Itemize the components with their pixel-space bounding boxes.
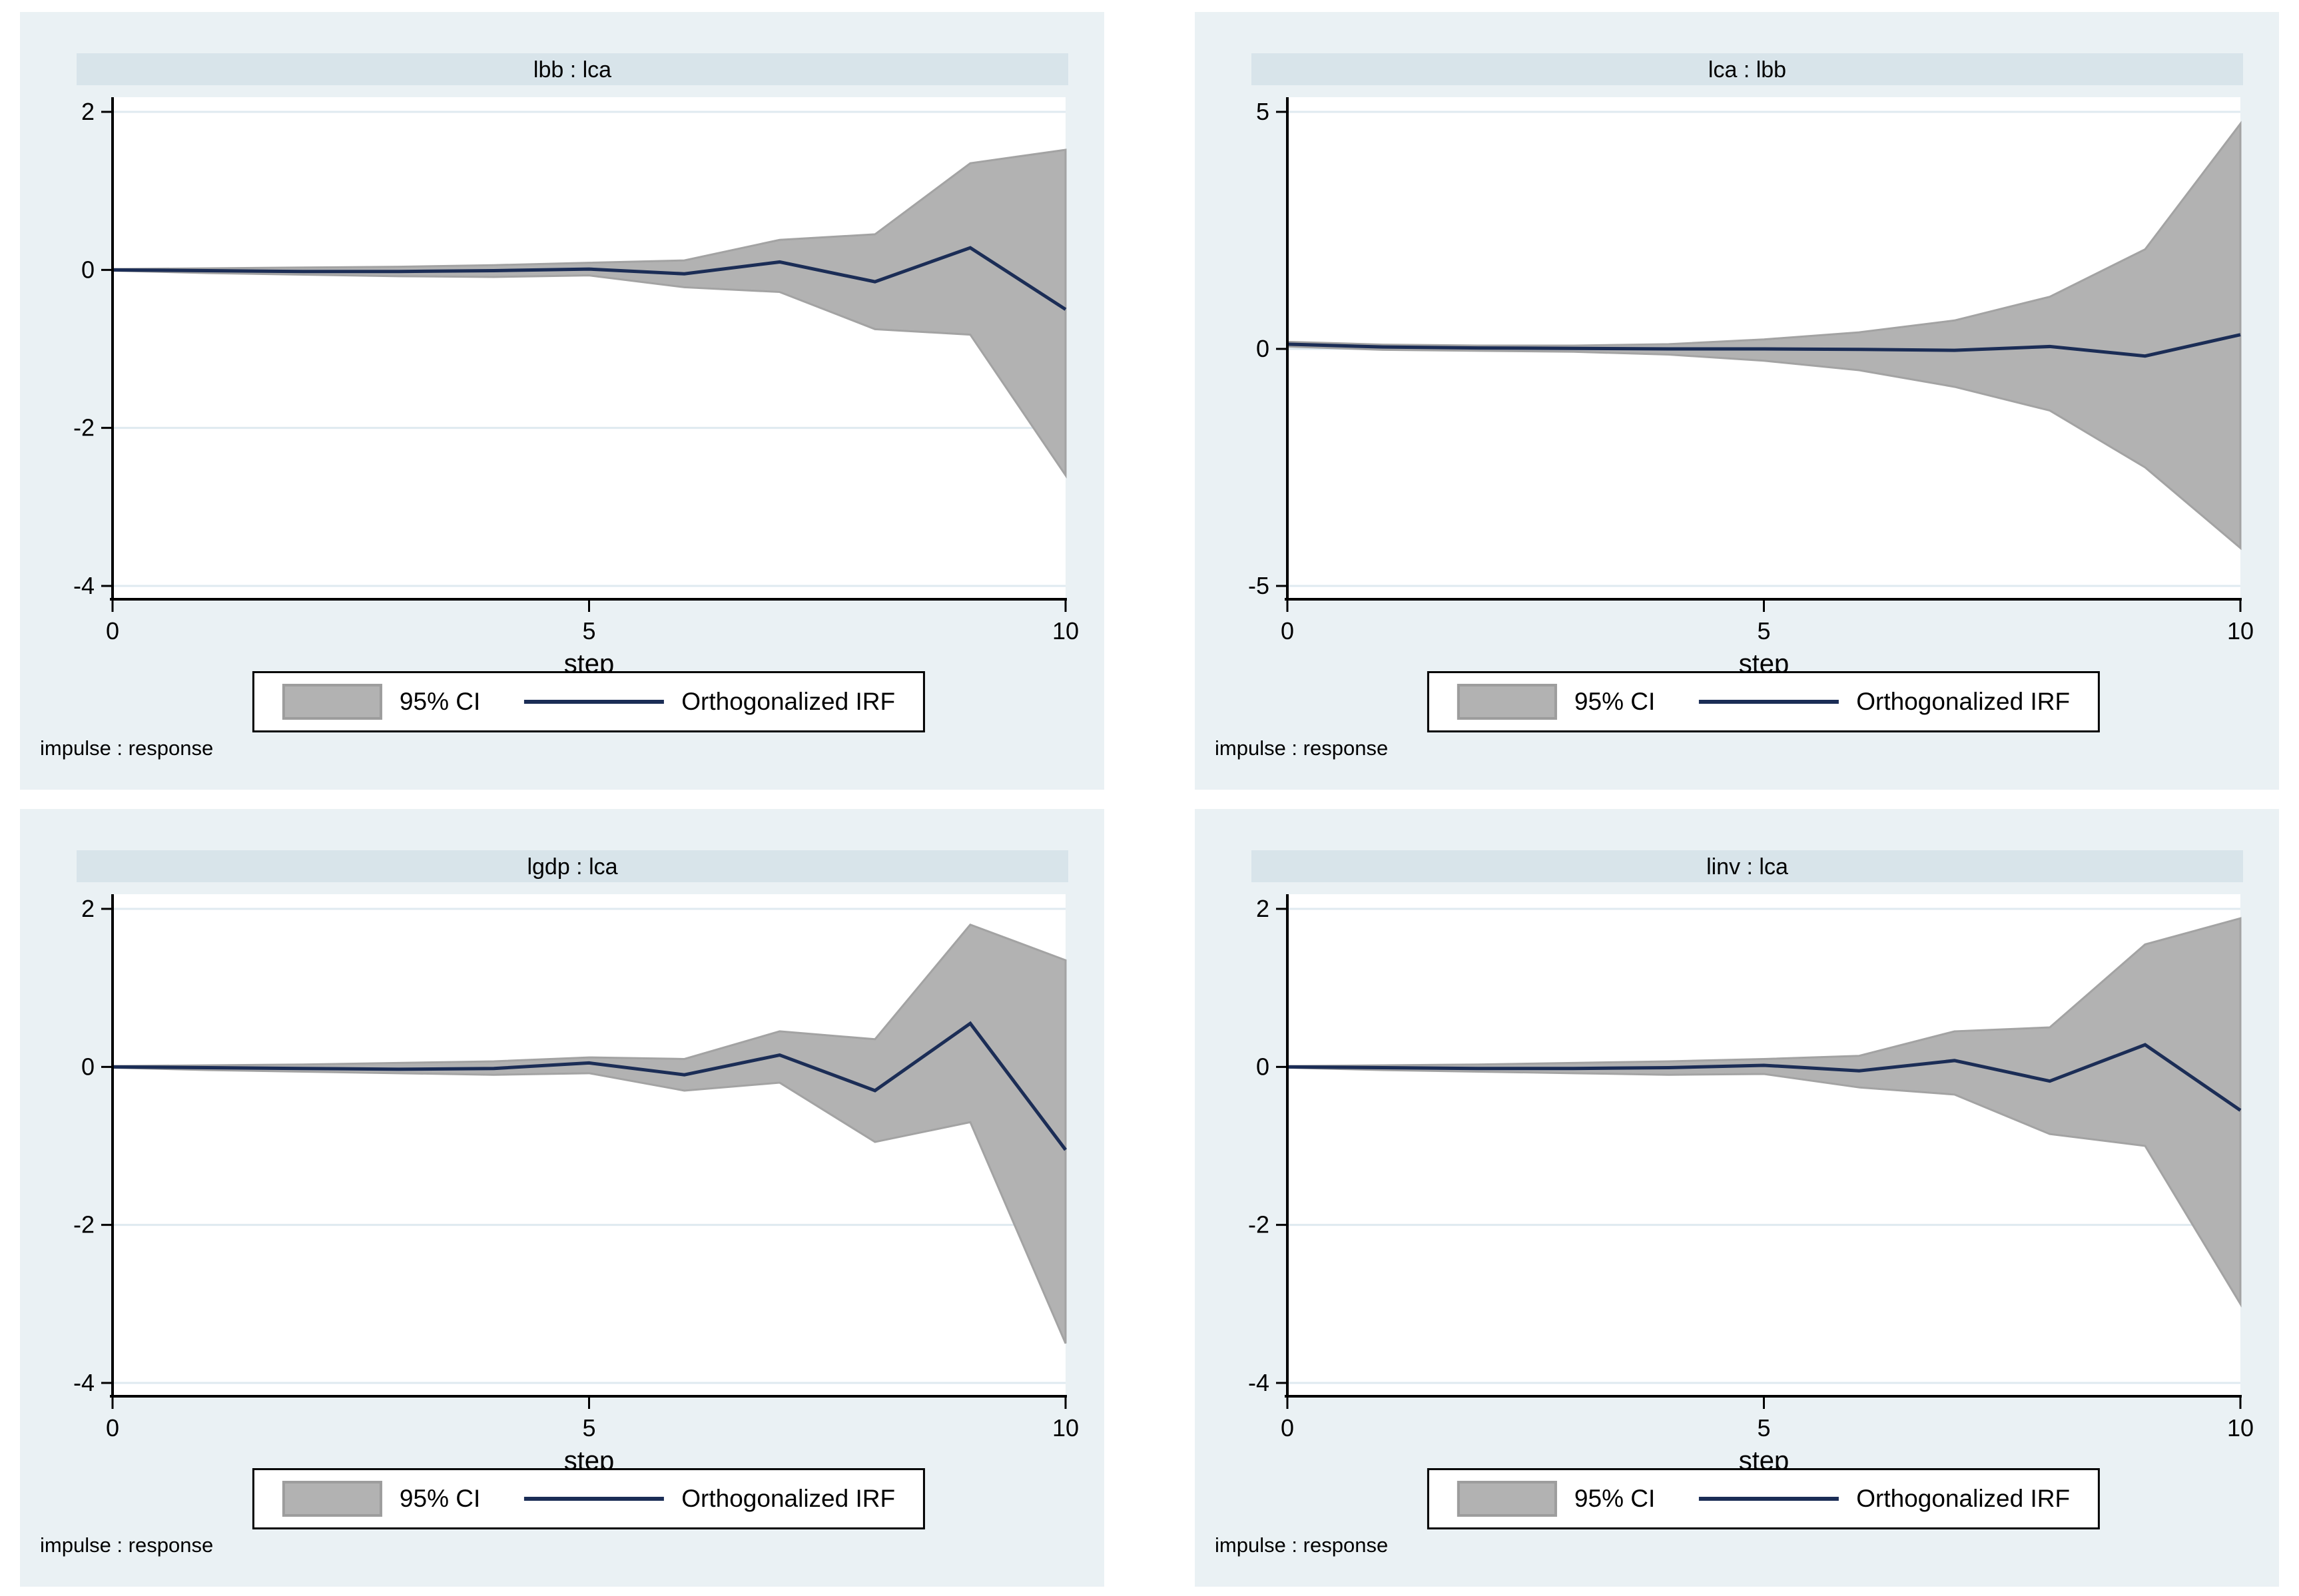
panel-title: lbb : lca — [77, 53, 1068, 85]
svg-text:0: 0 — [81, 1053, 95, 1080]
panel-title: lgdp : lca — [77, 850, 1068, 882]
svg-text:-5: -5 — [1248, 572, 1269, 599]
svg-text:-4: -4 — [73, 572, 95, 599]
svg-text:10: 10 — [2227, 617, 2254, 645]
svg-text:0: 0 — [1256, 1053, 1269, 1080]
ci-legend-label: 95% CI — [399, 688, 481, 715]
legend: 95% CI Orthogonalized IRF — [1427, 1468, 2101, 1529]
svg-text:-4: -4 — [73, 1369, 95, 1396]
svg-text:10: 10 — [1052, 617, 1079, 645]
irf-panel-lca-lbb: 5 0 -5 0 5 10 step lca : lbb 95% CI Orthogonal… — [1195, 12, 2279, 790]
irf-line-sample — [524, 1497, 665, 1501]
ci-legend-label: 95% CI — [399, 1485, 481, 1512]
panel-title: linv : lca — [1251, 850, 2243, 882]
impulse-response-footnote: impulse : response — [40, 736, 214, 760]
svg-text:10: 10 — [1052, 1414, 1079, 1442]
svg-text:-4: -4 — [1248, 1369, 1269, 1396]
irf-panel-lbb-lca: 2 0 -2 -4 0 5 10 step lbb : lca 95% CI Orthogon… — [20, 12, 1104, 790]
irf-legend-label: Orthogonalized IRF — [1856, 1485, 2071, 1512]
svg-text:10: 10 — [2227, 1414, 2254, 1442]
svg-text:0: 0 — [1256, 335, 1269, 362]
svg-text:-2: -2 — [73, 414, 95, 441]
svg-text:0: 0 — [1281, 1414, 1294, 1442]
svg-text:5: 5 — [1256, 98, 1269, 125]
svg-text:0: 0 — [106, 1414, 119, 1442]
svg-text:2: 2 — [81, 98, 95, 125]
irf-legend-label: Orthogonalized IRF — [681, 1485, 896, 1512]
legend: 95% CI Orthogonalized IRF — [1427, 671, 2101, 732]
svg-text:5: 5 — [1757, 1414, 1770, 1442]
svg-text:0: 0 — [81, 256, 95, 283]
ci-band-swatch — [282, 1481, 382, 1517]
ci-legend-label: 95% CI — [1574, 688, 1656, 715]
svg-text:2: 2 — [1256, 895, 1269, 922]
irf-panel-lgdp-lca: 2 0 -2 -4 0 5 10 step lgdp : lca 95% CI Orthogo… — [20, 809, 1104, 1587]
svg-text:-2: -2 — [1248, 1211, 1269, 1238]
impulse-response-footnote: impulse : response — [1215, 736, 1389, 760]
irf-line-sample — [1699, 1497, 1839, 1501]
irf-legend-label: Orthogonalized IRF — [681, 688, 896, 715]
ci-band-swatch — [282, 684, 382, 720]
svg-text:5: 5 — [582, 617, 595, 645]
svg-text:5: 5 — [1757, 617, 1770, 645]
svg-text:0: 0 — [1281, 617, 1294, 645]
ci-band-swatch — [1457, 684, 1557, 720]
irf-panel-linv-lca: 2 0 -2 -4 0 5 10 step linv : lca 95% CI Orthogo… — [1195, 809, 2279, 1587]
svg-text:5: 5 — [582, 1414, 595, 1442]
panel-title: lca : lbb — [1251, 53, 2243, 85]
svg-text:0: 0 — [106, 617, 119, 645]
irf-line-sample — [1699, 700, 1839, 704]
legend: 95% CI Orthogonalized IRF — [252, 1468, 926, 1529]
svg-text:-2: -2 — [73, 1211, 95, 1238]
impulse-response-footnote: impulse : response — [1215, 1533, 1389, 1557]
ci-band-swatch — [1457, 1481, 1557, 1517]
impulse-response-footnote: impulse : response — [40, 1533, 214, 1557]
ci-legend-label: 95% CI — [1574, 1485, 1656, 1512]
legend: 95% CI Orthogonalized IRF — [252, 671, 926, 732]
irf-line-sample — [524, 700, 665, 704]
svg-text:2: 2 — [81, 895, 95, 922]
irf-legend-label: Orthogonalized IRF — [1856, 688, 2071, 715]
